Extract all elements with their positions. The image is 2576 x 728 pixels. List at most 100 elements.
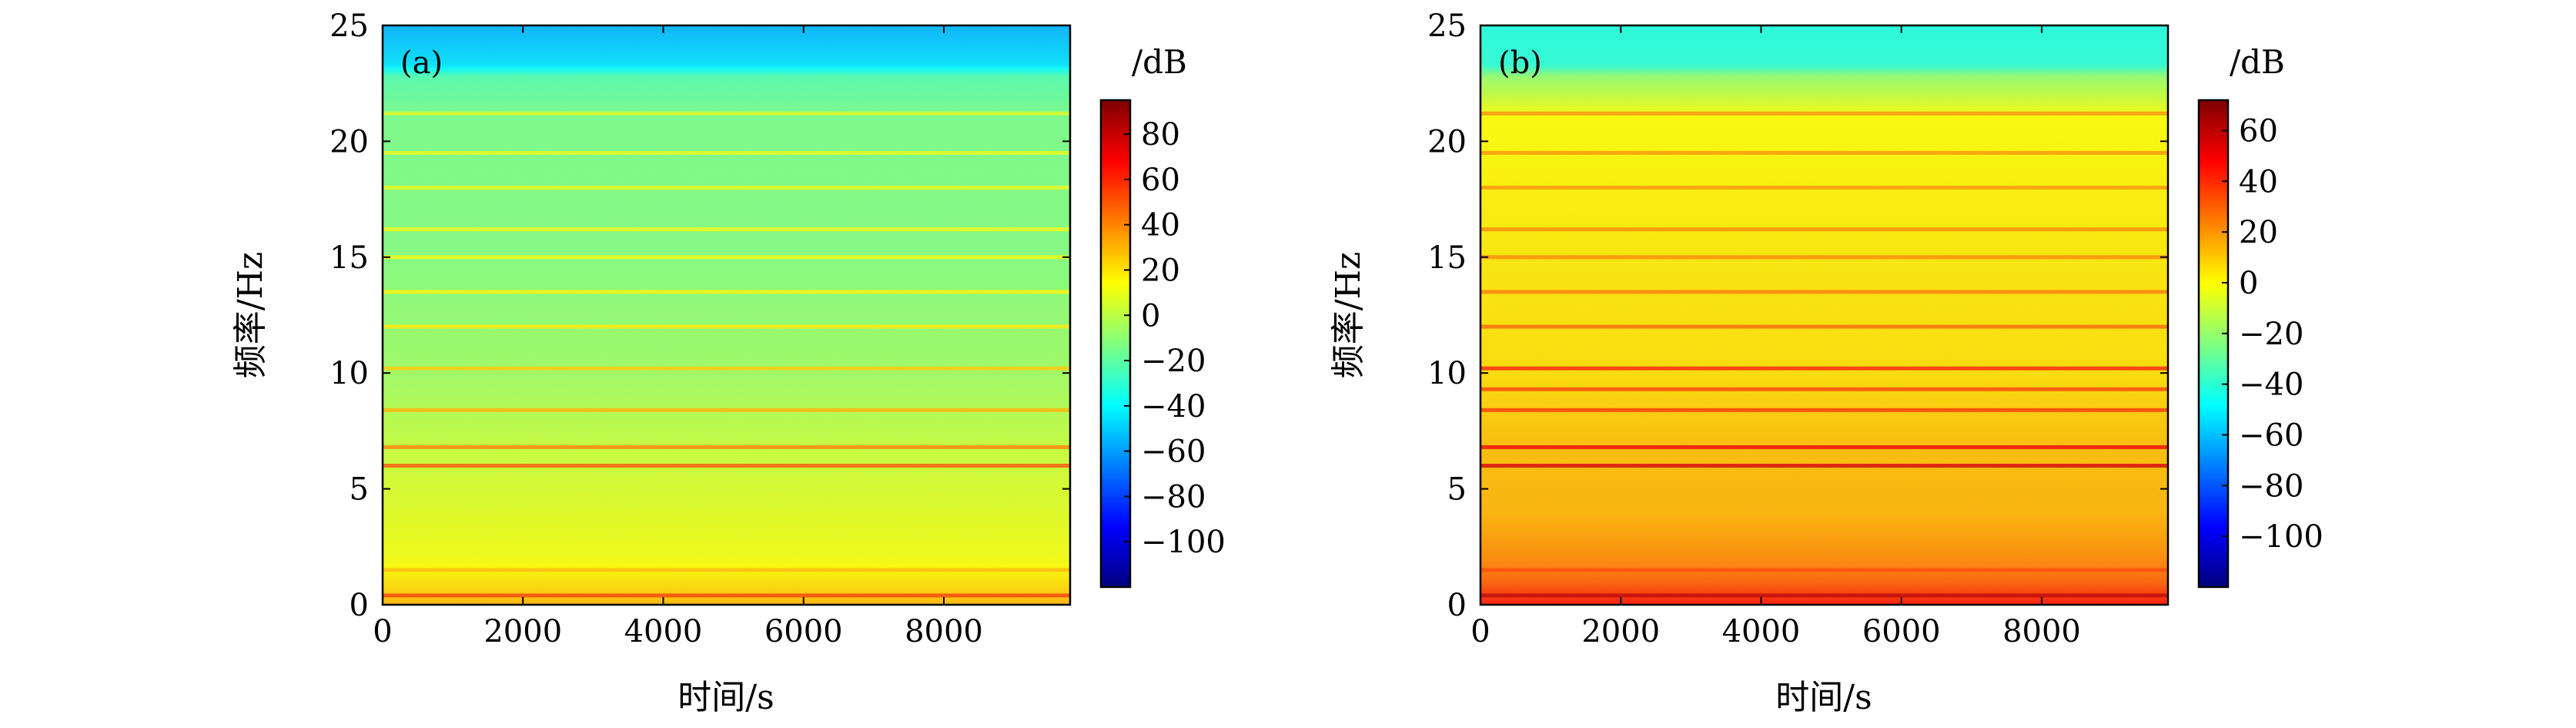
colorbar-segment [2199, 375, 2228, 378]
colorbar-segment [1101, 178, 1130, 181]
colorbar-segment [1101, 233, 1130, 237]
colorbar-segment [2199, 540, 2228, 544]
colorbar-tick-label: 60 [1141, 163, 1180, 198]
colorbar-segment [2199, 548, 2228, 552]
colorbar-segment [1101, 502, 1130, 505]
colorbar-segment [2199, 361, 2228, 364]
colorbar-segment [1101, 302, 1130, 306]
colorbar-segment [1101, 528, 1130, 532]
colorbar-segment [2199, 555, 2228, 559]
colorbar-segment [1101, 426, 1130, 430]
colorbar-tick-label: −20 [1141, 344, 1206, 379]
colorbar-segment [1101, 214, 1130, 218]
colorbar-segment [2199, 168, 2228, 172]
colorbar-segment [1101, 146, 1130, 149]
colorbar-segment [2199, 477, 2228, 481]
colorbar-segment [2199, 411, 2228, 415]
colorbar-segment [1101, 392, 1130, 395]
colorbar-segment [2199, 399, 2228, 403]
colorbar-segment [2199, 462, 2228, 466]
colorbar-segment [1101, 543, 1130, 546]
colorbar-segment [1101, 582, 1130, 585]
x-tick-label: 6000 [1862, 614, 1941, 649]
colorbar-segment [2199, 363, 2228, 367]
colorbar-tick-label: −60 [1141, 434, 1206, 470]
colorbar-segment [1101, 516, 1130, 520]
colorbar-segment [2199, 409, 2228, 413]
panel-b: (b) 0 2000 4000 6000 8000 0 5 10 15 20 25 时间/s 频率… [1329, 8, 2323, 717]
colorbar-segment [1101, 394, 1130, 398]
colorbar-segment [2199, 394, 2228, 398]
colorbar-segment [1101, 309, 1130, 313]
colorbar-segment [2199, 397, 2228, 401]
colorbar-segment [1101, 280, 1130, 283]
colorbar-segment [2199, 497, 2228, 500]
colorbar-segment [2199, 543, 2228, 546]
colorbar-segment [1101, 268, 1130, 271]
colorbar-segment [2199, 246, 2228, 250]
colorbar-segment [1101, 224, 1130, 227]
colorbar-segment [2199, 190, 2228, 193]
colorbar-segment [2199, 448, 2228, 451]
colorbar-tick-label: 60 [2239, 114, 2278, 149]
colorbar-segment [2199, 526, 2228, 529]
colorbar-segment [2199, 458, 2228, 461]
colorbar-segment [1101, 258, 1130, 262]
colorbar-segment [2199, 414, 2228, 418]
colorbar-segment [2199, 270, 2228, 273]
colorbar-segment [1101, 195, 1130, 198]
colorbar-segment [1101, 100, 1130, 103]
colorbar-segment [1101, 487, 1130, 491]
colorbar-segment [1101, 584, 1130, 588]
colorbar-segment [2199, 567, 2228, 571]
colorbar-segment [1101, 567, 1130, 571]
colorbar-segment [1101, 107, 1130, 111]
y-axis-label-b: 频率/Hz [1329, 252, 1368, 378]
colorbar-segment [2199, 365, 2228, 369]
colorbar-segment [1101, 482, 1130, 485]
colorbar-segment [2199, 250, 2228, 254]
colorbar-segment [1101, 424, 1130, 428]
colorbar-segment [2199, 307, 2228, 310]
colorbar-segment [1101, 329, 1130, 332]
colorbar-segment [1101, 465, 1130, 468]
colorbar-segment [2199, 207, 2228, 210]
colorbar-segment [2199, 479, 2228, 483]
colorbar-tick-label: −80 [2239, 468, 2303, 504]
colorbar-segment [1101, 331, 1130, 334]
colorbar-segment [2199, 531, 2228, 535]
colorbar-segment [2199, 584, 2228, 588]
y-tick-label: 20 [1427, 124, 1467, 159]
colorbar-segment [1101, 399, 1130, 403]
colorbar-segment [2199, 143, 2228, 147]
colorbar-segment [2199, 132, 2228, 135]
y-tick-label: 15 [330, 240, 369, 276]
colorbar-segment [1101, 166, 1130, 169]
colorbar-segment [2199, 523, 2228, 527]
colorbar-tick-label: 20 [1141, 253, 1180, 288]
colorbar-segment [1101, 438, 1130, 441]
colorbar-segment [2199, 285, 2228, 288]
colorbar-segment [2199, 216, 2228, 220]
colorbar-segment [2199, 195, 2228, 198]
colorbar-segment [2199, 187, 2228, 191]
colorbar-tick-label: −100 [2239, 519, 2323, 555]
colorbar-segment [1101, 141, 1130, 145]
colorbar-segment [1101, 535, 1130, 539]
colorbar-segment [2199, 528, 2228, 532]
colorbar-segment [1101, 173, 1130, 176]
y-tick-label: 5 [350, 472, 369, 508]
colorbar-segment [1101, 129, 1130, 133]
colorbar-segment [2199, 331, 2228, 334]
colorbar-segment [1101, 555, 1130, 559]
colorbar-segment [2199, 294, 2228, 298]
colorbar-segment [1101, 428, 1130, 432]
colorbar-segment [2199, 428, 2228, 432]
colorbar-segment [1101, 462, 1130, 466]
colorbar-segment [2199, 384, 2228, 388]
y-tick-label: 25 [1427, 8, 1467, 44]
colorbar-segment [2199, 535, 2228, 539]
colorbar-segment [1101, 558, 1130, 561]
colorbar-segment [1101, 317, 1130, 320]
colorbar-segment [1101, 575, 1130, 578]
